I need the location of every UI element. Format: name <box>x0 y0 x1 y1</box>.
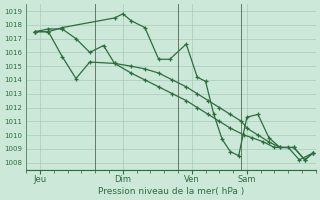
X-axis label: Pression niveau de la mer( hPa ): Pression niveau de la mer( hPa ) <box>98 187 244 196</box>
